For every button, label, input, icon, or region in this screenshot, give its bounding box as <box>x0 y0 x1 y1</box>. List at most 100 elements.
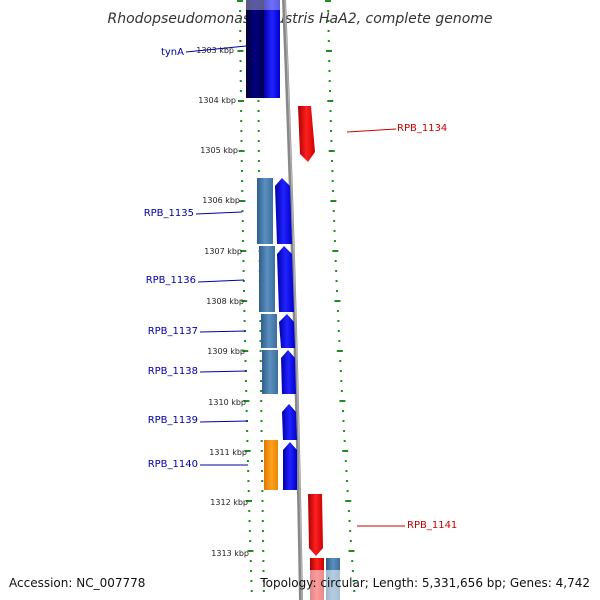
tick-mark <box>327 40 330 42</box>
tick-mark <box>248 530 251 532</box>
tick-mark <box>243 400 250 402</box>
tick-mark <box>260 460 263 462</box>
tick-label: 1306 kbp <box>202 196 240 205</box>
gene-RPB_1141-glyph[interactable] <box>308 494 323 556</box>
tick-mark <box>240 160 243 162</box>
tick-mark <box>240 130 243 132</box>
tick-mark <box>247 550 254 552</box>
tick-mark <box>353 590 356 592</box>
tick-mark <box>337 330 340 332</box>
gene-label[interactable]: RPB_1137 <box>148 326 198 337</box>
tick-mark <box>349 540 352 542</box>
tick-mark <box>243 310 246 312</box>
tick-labels: 1303 kbp 1304 kbp 1305 kbp 1306 kbp 1307 kbp… <box>196 46 249 558</box>
gene-label[interactable]: RPB_1139 <box>148 415 198 426</box>
gene-label-leader <box>185 45 247 53</box>
genome-summary-text: Topology: circular; Length: 5,331,656 bp… <box>259 576 590 590</box>
tick-mark <box>341 410 344 412</box>
tick-mark <box>262 580 265 582</box>
tick-mark <box>246 500 252 502</box>
tick-mark <box>328 80 331 82</box>
gene-forward-arrow[interactable] <box>279 314 295 348</box>
tick-mark <box>241 230 244 232</box>
tick-mark <box>333 240 336 242</box>
tick-mark <box>259 320 262 322</box>
gene-RPB_1138-glyph[interactable] <box>262 350 278 394</box>
gene-label[interactable]: RPB_1141 <box>407 520 457 531</box>
gene-label-leader <box>346 128 397 133</box>
tick-mark <box>257 170 260 172</box>
gene-RPB_1140-glyph[interactable] <box>264 440 278 490</box>
tick-mark <box>346 480 349 482</box>
tick-label: 1313 kbp <box>211 549 249 558</box>
tick-mark <box>331 170 334 172</box>
tick-mark <box>241 220 244 222</box>
tick-mark <box>257 130 260 132</box>
tick-mark <box>257 140 260 142</box>
tick-mark <box>247 470 250 472</box>
tick-mark <box>242 240 245 242</box>
accession-text: Accession: NC_007778 <box>9 576 145 590</box>
tick-mark <box>336 290 339 292</box>
tick-mark <box>242 280 245 282</box>
tick-mark <box>239 20 242 22</box>
gene-RPB_1139-glyph[interactable] <box>282 404 297 440</box>
tick-label: 1304 kbp <box>198 96 236 105</box>
tick-mark <box>240 140 243 142</box>
gene-label[interactable]: RPB_1135 <box>144 208 194 219</box>
tick-label: 1310 kbp <box>208 398 246 407</box>
gene-label[interactable]: RPB_1140 <box>148 459 198 470</box>
tick-mark <box>261 480 264 482</box>
tick-mark <box>262 560 265 562</box>
gene-forward-arrow[interactable] <box>275 178 292 244</box>
tick-mark <box>239 10 242 12</box>
tick-mark <box>246 430 249 432</box>
gene-RPB_1136-glyph[interactable] <box>259 246 275 312</box>
gene-tynA-glyph[interactable] <box>246 0 264 98</box>
tick-mark <box>339 370 342 372</box>
tick-mark <box>259 380 262 382</box>
gene-block-forward[interactable] <box>264 4 280 98</box>
tick-mark <box>262 590 265 592</box>
gene-RPB_1135-glyph[interactable] <box>257 178 273 244</box>
tick-mark <box>343 430 346 432</box>
tick-mark <box>342 420 345 422</box>
tick-mark <box>241 180 244 182</box>
tick-mark <box>333 220 336 222</box>
gene-label[interactable]: RPB_1134 <box>397 123 447 134</box>
tick-mark <box>333 230 336 232</box>
gene-RPB_1134-glyph[interactable] <box>298 106 315 162</box>
tick-mark <box>241 210 244 212</box>
tick-mark <box>246 440 249 442</box>
tick-mark <box>327 20 330 22</box>
tick-mark <box>257 110 260 112</box>
tick-mark <box>244 450 251 452</box>
tick-mark <box>346 490 349 492</box>
tick-mark <box>262 550 265 552</box>
gene-forward-arrow[interactable] <box>281 350 296 394</box>
tick-mark <box>325 0 331 2</box>
gene-label[interactable]: RPB_1138 <box>148 366 198 377</box>
tick-mark <box>327 100 334 102</box>
gene-forward-arrow[interactable] <box>283 442 297 490</box>
gene-forward-arrow[interactable] <box>277 246 294 312</box>
gene-label[interactable]: tynA <box>161 47 184 58</box>
gene-RPB_1137-glyph[interactable] <box>261 314 277 348</box>
tick-mark <box>330 130 333 132</box>
tick-mark <box>239 60 242 62</box>
tick-mark <box>250 580 253 582</box>
tick-mark <box>242 270 245 272</box>
gene-block-faded <box>306 570 346 600</box>
gene-label[interactable]: RPB_1136 <box>146 275 196 286</box>
tick-mark <box>240 120 243 122</box>
tick-mark <box>248 520 251 522</box>
tick-mark <box>340 380 343 382</box>
tick-mark <box>259 330 262 332</box>
tick-mark <box>339 360 342 362</box>
tick-mark <box>257 150 260 152</box>
tick-mark <box>327 10 330 12</box>
tick-mark <box>261 530 264 532</box>
tick-mark <box>348 550 355 552</box>
tick-mark <box>351 560 354 562</box>
tick-mark <box>329 110 332 112</box>
